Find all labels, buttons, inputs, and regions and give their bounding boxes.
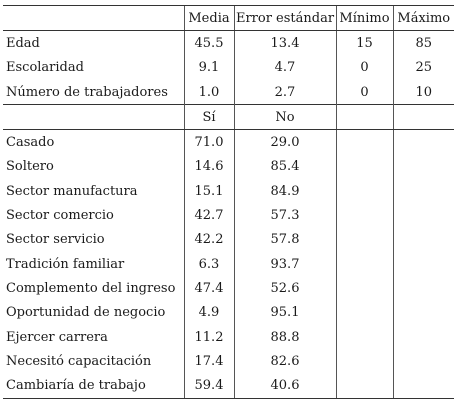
cell-no: 57.8 — [233, 227, 336, 252]
empty-cell — [392, 324, 454, 350]
cell-no: 84.9 — [233, 179, 336, 204]
cell-media: 1.0 — [183, 79, 234, 105]
cell-minimo: 0 — [335, 79, 393, 105]
cell-media: 9.1 — [183, 55, 234, 80]
table-row: Oportunidad de negocio 4.9 95.1 — [3, 300, 454, 325]
header-media: Media — [183, 4, 234, 32]
cell-no: 85.4 — [233, 154, 336, 180]
header-si: Sí — [183, 104, 234, 131]
cell-si: 6.3 — [183, 251, 234, 277]
table-row: Ejercer carrera 11.2 88.8 — [3, 324, 454, 350]
row-label: Necesitó capacitación — [6, 353, 152, 369]
cell-si: 71.0 — [183, 129, 234, 155]
table-row: Casado 71.0 29.0 — [3, 129, 454, 155]
row-label: Sector comercio — [6, 208, 114, 224]
cell-minimo: 15 — [335, 30, 393, 56]
empty-cell — [392, 179, 454, 204]
row-label: Edad — [6, 35, 40, 51]
cell-maximo: 10 — [392, 79, 454, 105]
statistics-table: Media Error estándar Mínimo Máximo Edad … — [3, 4, 454, 399]
table-row: Sector servicio 42.2 57.8 — [3, 227, 454, 252]
cell-si: 4.9 — [183, 300, 234, 325]
cell-si: 42.2 — [183, 227, 234, 252]
empty-cell — [392, 300, 454, 325]
empty-cell — [392, 373, 454, 399]
table-row: Complemento del ingreso 47.4 52.6 — [3, 276, 454, 301]
cell-si: 11.2 — [183, 324, 234, 350]
cell-maximo: 85 — [392, 30, 454, 56]
empty-cell — [392, 276, 454, 301]
empty-cell — [392, 154, 454, 180]
header-no: No — [233, 104, 336, 131]
cell-error: 4.7 — [233, 55, 336, 80]
cell-si: 59.4 — [183, 373, 234, 399]
row-label: Oportunidad de negocio — [6, 305, 166, 321]
cell-no: 52.6 — [233, 276, 336, 301]
cell-error: 13.4 — [233, 30, 336, 56]
row-label: Sector manufactura — [6, 183, 138, 199]
cell-no: 88.8 — [233, 324, 336, 350]
empty-cell — [335, 373, 393, 399]
empty-cell — [335, 154, 393, 180]
cell-media: 45.5 — [183, 30, 234, 56]
row-label: Soltero — [6, 159, 54, 175]
cell-si: 42.7 — [183, 203, 234, 228]
row-label: Escolaridad — [6, 60, 84, 76]
row-label: Sector servicio — [6, 232, 105, 248]
empty-cell — [335, 179, 393, 204]
empty-cell — [392, 251, 454, 277]
empty-cell — [392, 129, 454, 155]
table-row: Número de trabajadores 1.0 2.7 0 10 — [3, 79, 454, 105]
cell-si: 14.6 — [183, 154, 234, 180]
header-minimo: Mínimo — [335, 4, 393, 32]
table-row: Cambiaría de trabajo 59.4 40.6 — [3, 373, 454, 399]
cell-no: 95.1 — [233, 300, 336, 325]
empty-cell — [335, 227, 393, 252]
cell-minimo: 0 — [335, 55, 393, 80]
empty-cell — [392, 203, 454, 228]
empty-cell — [335, 276, 393, 301]
cell-error: 2.7 — [233, 79, 336, 105]
header-maximo: Máximo — [392, 4, 454, 32]
empty-cell — [335, 129, 393, 155]
table-row: Soltero 14.6 85.4 — [3, 154, 454, 180]
cell-maximo: 25 — [392, 55, 454, 80]
row-label: Número de trabajadores — [6, 84, 168, 100]
table-row: Sector comercio 42.7 57.3 — [3, 203, 454, 228]
empty-cell — [335, 104, 393, 131]
cell-no: 93.7 — [233, 251, 336, 277]
cell-no: 57.3 — [233, 203, 336, 228]
header-label-cell — [3, 4, 184, 32]
cell-si: 15.1 — [183, 179, 234, 204]
table-row: Escolaridad 9.1 4.7 0 25 — [3, 55, 454, 80]
cell-si: 17.4 — [183, 349, 234, 374]
row-label: Casado — [6, 135, 55, 151]
row-label: Tradición familiar — [6, 256, 125, 272]
header-error-estandar: Error estándar — [233, 4, 336, 32]
table-row: Tradición familiar 6.3 93.7 — [3, 251, 454, 277]
cell-no: 29.0 — [233, 129, 336, 155]
empty-cell — [335, 203, 393, 228]
cell-si: 47.4 — [183, 276, 234, 301]
empty-cell — [392, 104, 454, 131]
table-row: Necesitó capacitación 17.4 82.6 — [3, 349, 454, 374]
cell-no: 40.6 — [233, 373, 336, 399]
empty-cell — [335, 251, 393, 277]
table-row: Edad 45.5 13.4 15 85 — [3, 30, 454, 56]
row-label: Cambiaría de trabajo — [3, 373, 184, 399]
empty-cell — [392, 349, 454, 374]
binary-header-label-cell — [3, 104, 184, 131]
empty-cell — [335, 300, 393, 325]
row-label: Ejercer carrera — [6, 329, 108, 345]
empty-cell — [392, 227, 454, 252]
binary-header-row: Sí No — [3, 104, 454, 131]
statistics-table-body: Media Error estándar Mínimo Máximo Edad … — [3, 4, 454, 399]
column-header-row: Media Error estándar Mínimo Máximo — [3, 4, 454, 32]
table-row: Sector manufactura 15.1 84.9 — [3, 179, 454, 204]
empty-cell — [335, 349, 393, 374]
cell-no: 82.6 — [233, 349, 336, 374]
empty-cell — [335, 324, 393, 350]
row-label: Complemento del ingreso — [6, 280, 176, 296]
